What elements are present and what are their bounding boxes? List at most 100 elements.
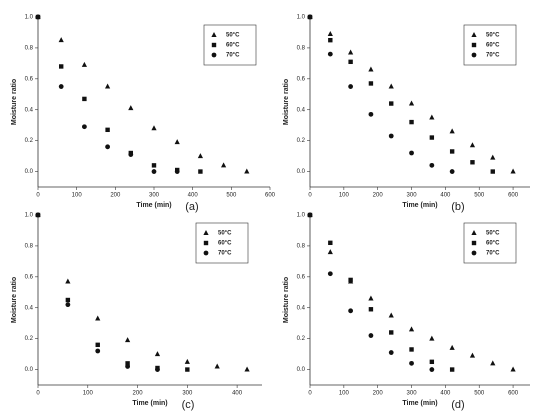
data-point [128,105,134,111]
x-tick-label: 0 [36,193,40,199]
data-point [470,160,475,165]
legend-marker [471,230,477,235]
data-point [388,83,394,89]
data-point [469,352,476,358]
data-point [389,330,394,335]
x-tick-label: 500 [226,193,237,199]
data-point [408,100,415,106]
x-tick-label: 300 [407,391,418,397]
x-tick-label: 600 [265,193,276,199]
data-point [348,49,354,55]
y-tick-label: 0.4 [297,107,306,113]
panel: 0.0 0.2 0.4 0.6 0.8 1.0 0 100 200 300 400 500 600 Tim… [11,14,276,213]
y-tick-label: 0.6 [25,76,34,82]
data-point [35,14,41,20]
data-point [327,271,333,277]
panel-label: (c) [182,399,195,411]
data-point [58,37,64,43]
x-tick-label: 100 [72,193,83,199]
y-tick-label: 0.4 [25,107,34,113]
data-point [125,337,131,343]
y-tick-label: 1.0 [297,15,306,21]
data-point [388,350,394,355]
data-point [409,360,414,366]
y-axis-title: Moisture ratio [283,277,290,323]
x-tick-label: 300 [407,193,418,199]
data-point [368,333,374,338]
x-tick-label: 500 [474,193,485,199]
data-point [510,168,516,174]
y-tick-label: 0.8 [25,45,34,51]
y-tick-label: 0.4 [25,305,34,311]
data-point [389,101,394,106]
x-tick-label: 300 [149,193,160,199]
data-point [449,169,455,174]
data-point [174,139,180,145]
data-point [368,295,374,301]
data-point [128,152,134,157]
legend-label: 60°C [486,241,500,247]
data-point [348,59,353,65]
y-tick-label: 0.4 [297,305,306,311]
data-point [95,348,101,354]
data-point [174,169,180,174]
legend-label: 70°C [218,251,232,257]
legend-marker [203,230,209,235]
y-axis-title: Moisture ratio [11,79,18,125]
x-axis-title: Time (min) [402,202,437,209]
panel: 0.0 0.2 0.4 0.6 0.8 1.0 0 100 200 300 400 500 600 Tim… [283,14,530,213]
data-point [327,31,333,36]
data-point [368,66,374,72]
y-tick-label: 0.6 [25,274,34,280]
data-point [125,361,130,366]
data-point [197,153,203,159]
legend-marker [211,32,217,37]
data-point [151,163,157,168]
data-point [429,359,435,365]
legend-marker [211,42,217,48]
data-point [368,81,374,86]
data-point [125,364,130,369]
legend-label: 60°C [218,241,232,247]
y-tick-label: 0.0 [25,169,34,175]
y-tick-label: 0.0 [297,367,306,373]
data-point [409,150,414,156]
y-tick-label: 0.6 [297,274,306,280]
data-point [155,367,160,372]
x-tick-label: 200 [373,391,384,397]
data-point [244,366,250,372]
y-tick-label: 0.8 [25,243,34,249]
x-tick-label: 0 [308,193,312,199]
x-tick-label: 300 [182,391,193,397]
data-point [409,347,414,352]
panel-label: (a) [185,201,198,213]
x-tick-label: 400 [232,391,243,397]
y-tick-label: 1.0 [297,213,306,219]
x-axis-title: Time (min) [132,400,167,407]
data-point [65,297,71,303]
y-tick-label: 0.8 [297,45,306,51]
x-tick-label: 600 [508,193,519,199]
data-point [327,51,333,57]
legend-marker [471,52,477,58]
legend-label: 50°C [486,231,500,237]
y-tick-label: 1.0 [25,213,34,219]
legend-label: 70°C [226,53,240,59]
y-tick-label: 0.2 [25,138,34,144]
data-point [348,308,354,314]
legend-label: 50°C [226,33,240,39]
y-tick-label: 1.0 [25,15,34,21]
y-axis-title: Moisture ratio [283,79,290,125]
data-point [429,335,435,341]
data-point [469,142,476,148]
x-tick-label: 400 [440,391,451,397]
data-point [184,358,190,364]
x-tick-label: 200 [110,193,121,199]
x-tick-label: 0 [308,391,312,397]
data-point [59,64,64,69]
data-point [105,127,110,133]
data-point [388,133,394,139]
y-tick-label: 0.0 [297,169,306,175]
panel-label: (b) [451,201,464,213]
